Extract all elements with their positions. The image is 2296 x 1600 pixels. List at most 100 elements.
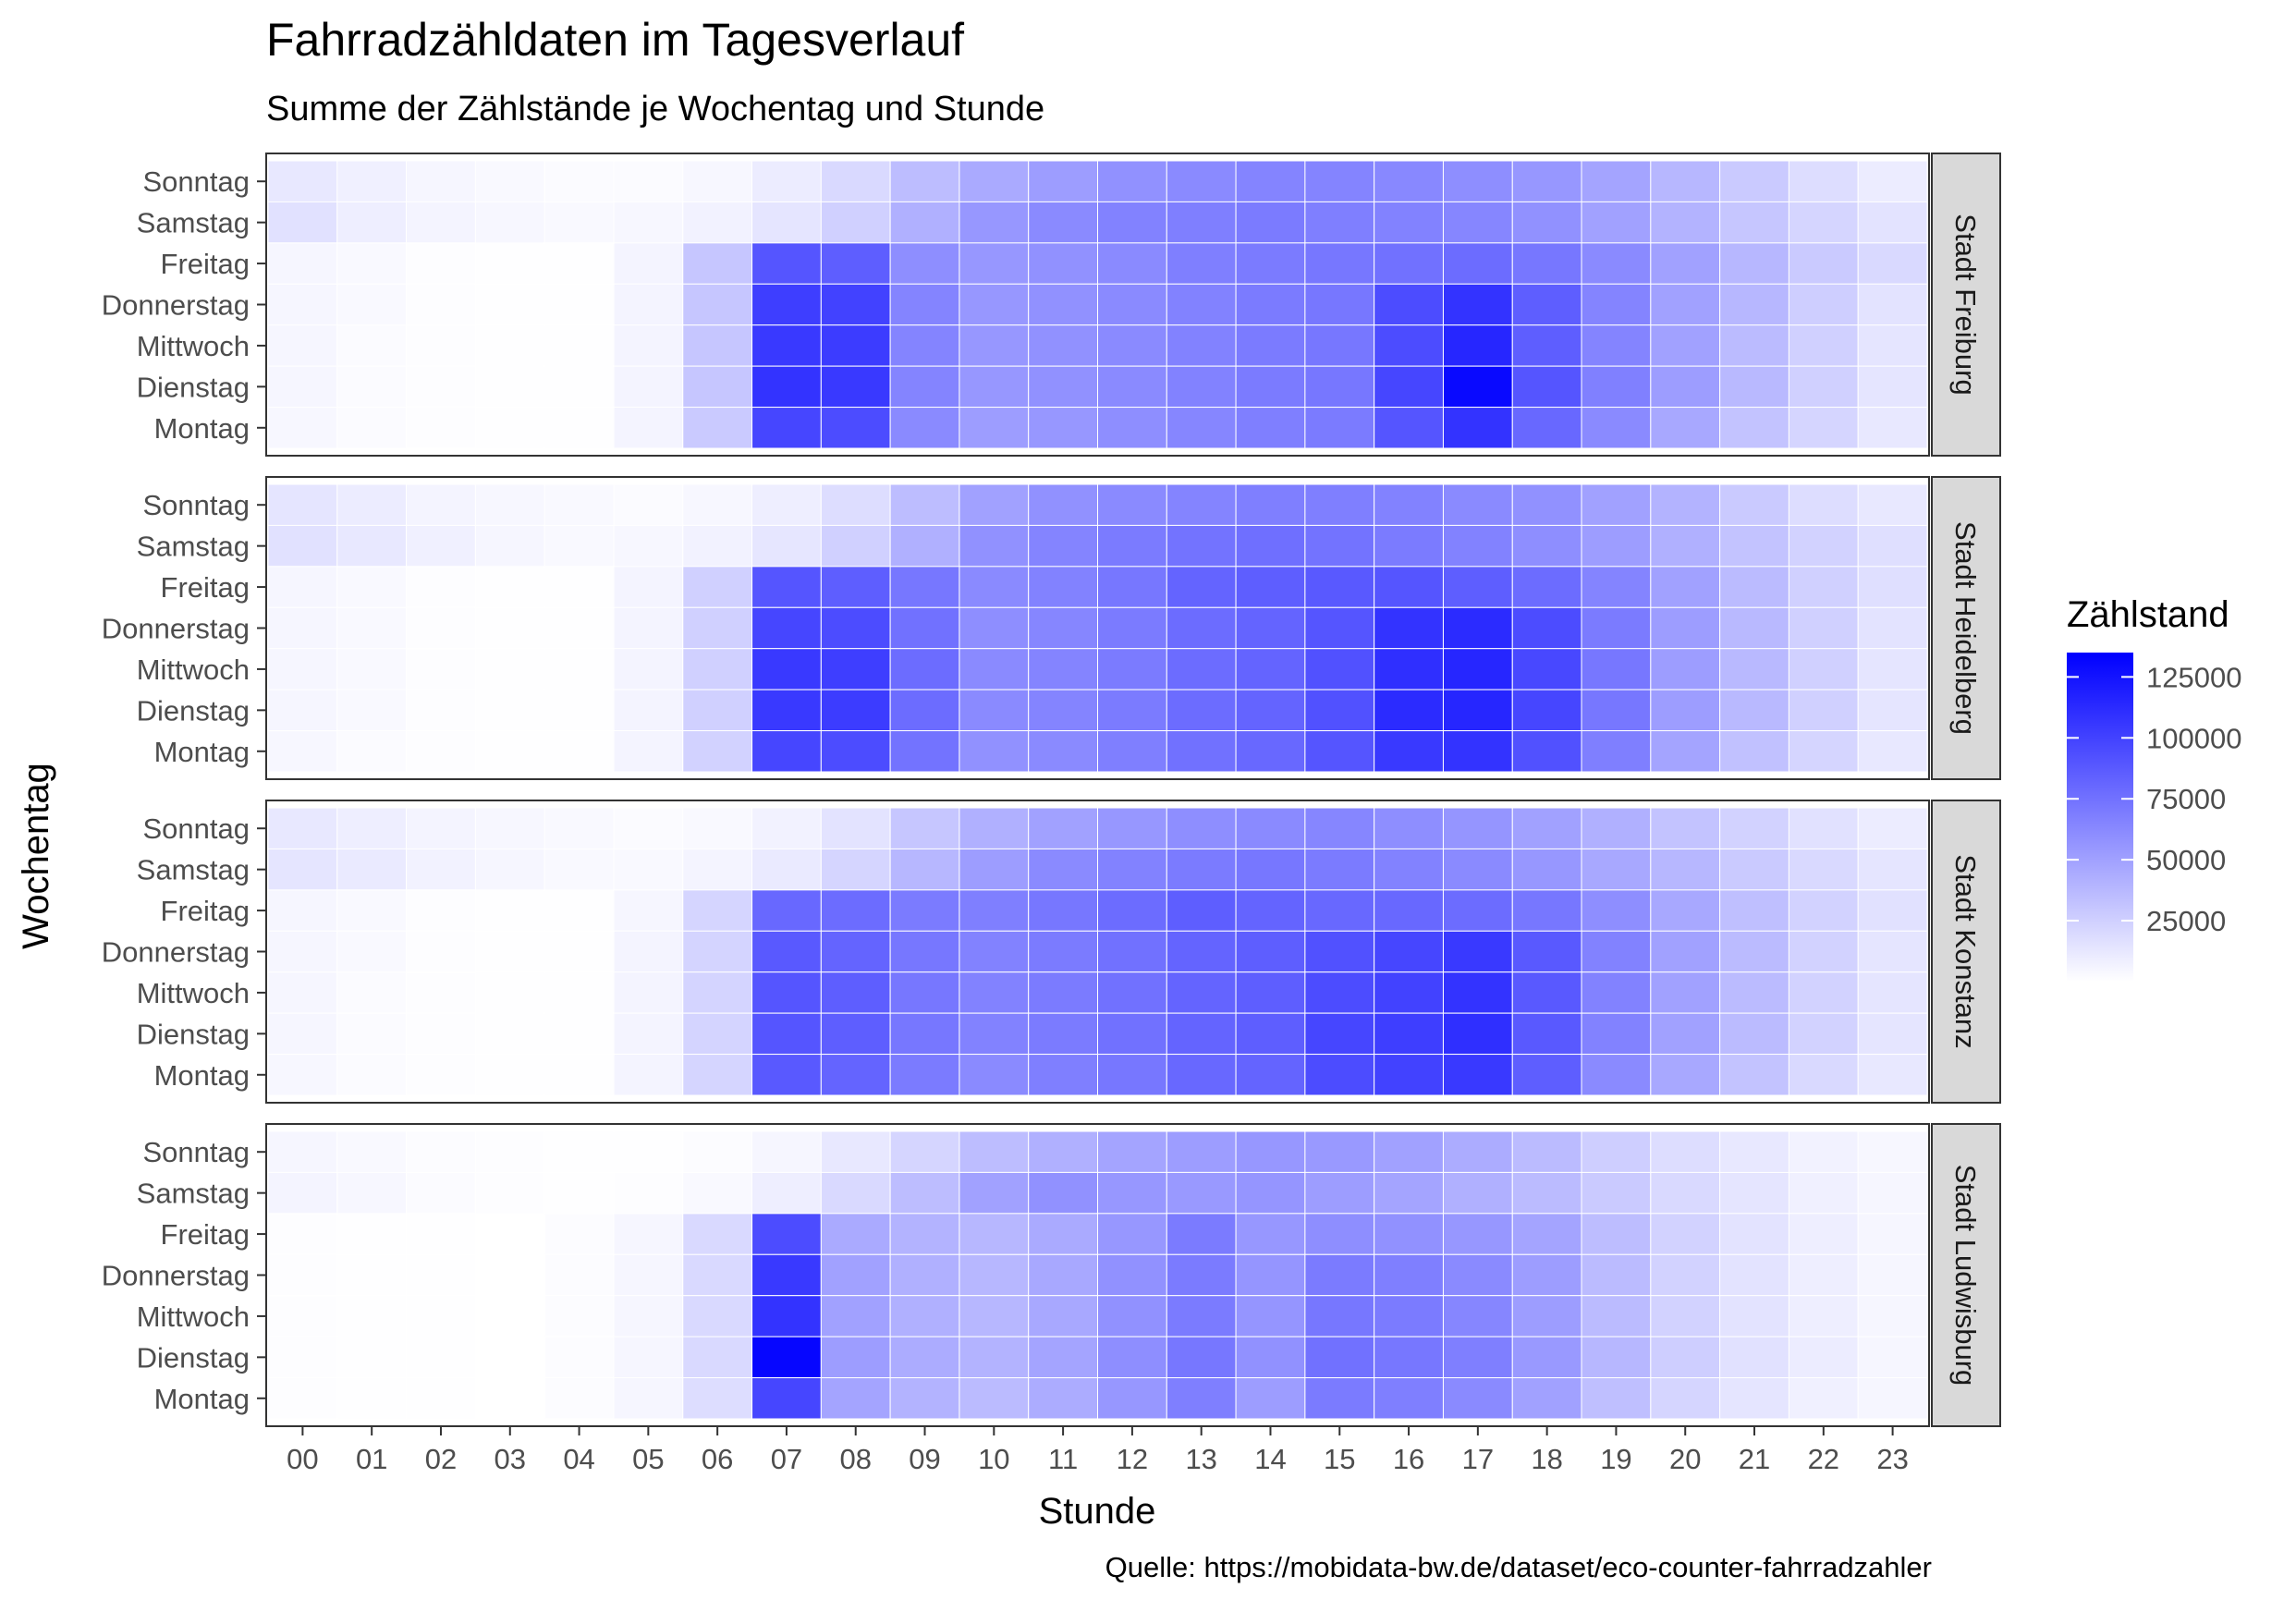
heatmap-cell [543,1171,615,1215]
heatmap-cell [751,1377,822,1420]
heatmap-cell [1166,201,1237,244]
heatmap-cell [959,324,1030,367]
heatmap-cell [1788,1012,1859,1056]
heatmap-cell [1788,930,1859,973]
heatmap-cell [1719,1171,1789,1215]
heatmap-cell [959,930,1030,973]
heatmap-cell [1650,201,1721,244]
y-tick-label: Donnerstag [102,1260,250,1292]
heatmap-cell [1719,1130,1789,1173]
heatmap-cell [1788,201,1859,244]
heatmap-cell [959,566,1030,608]
heatmap-cell [1857,930,1928,973]
heatmap-cell [1304,1213,1375,1255]
heatmap-cell [959,1377,1030,1420]
heatmap-cell [1857,807,1928,849]
heatmap-cell [959,1130,1030,1173]
heatmap-cell [1788,689,1859,732]
heatmap-cell [820,1295,891,1337]
heatmap-cell [1028,648,1098,690]
heatmap-cell [1166,324,1237,367]
heatmap-cell [889,283,960,326]
heatmap-cell [1374,483,1444,526]
heatmap-cell [1166,1253,1237,1297]
y-axis-title: Wochentag [16,763,56,949]
heatmap-cell [1028,1213,1098,1255]
heatmap-cell [406,283,476,326]
heatmap-cell [1581,1253,1652,1297]
x-tick-label: 18 [1531,1443,1562,1475]
heatmap-cell [613,648,684,690]
heatmap-cell [1719,807,1789,849]
heatmap-cell [543,1377,615,1420]
heatmap-cell [1442,1336,1513,1379]
heatmap-cell [820,365,891,409]
x-tick-label: 22 [1808,1443,1839,1475]
y-tick-label: Freitag [161,571,250,604]
heatmap-cell [543,160,615,202]
heatmap-cell [1166,971,1237,1014]
heatmap-cell [1304,365,1375,409]
heatmap-cell [267,1336,338,1379]
heatmap-cell [1097,201,1167,244]
heatmap-cell [336,848,408,891]
heatmap-cell [820,566,891,608]
heatmap-cell [1511,324,1582,367]
heatmap-cell [1788,1336,1859,1379]
heatmap-cell [682,483,753,526]
heatmap-cell [1166,1295,1237,1337]
heatmap-cell [1788,566,1859,608]
heatmap-cell [1028,606,1098,650]
heatmap-cell [474,242,545,285]
heatmap-cell [336,483,408,526]
heatmap-cell [1235,283,1306,326]
heatmap-cell [959,848,1030,891]
heatmap-cell [474,1012,545,1056]
heatmap-cell [889,1054,960,1096]
heatmap-cell [820,1377,891,1420]
heatmap-cell [1788,524,1859,568]
heatmap-cell [267,848,338,891]
heatmap-cell [959,730,1030,773]
heatmap-cell [474,524,545,568]
heatmap-cell [1304,1253,1375,1297]
heatmap-cell [1166,1054,1237,1096]
heatmap-cell [1581,524,1652,568]
heatmap-cell [613,1377,684,1420]
heatmap-cell [959,971,1030,1014]
y-tick-label: Montag [154,1059,250,1092]
heatmap-cell [1166,1213,1237,1255]
heatmap-cell [889,930,960,973]
heatmap-cell [406,524,476,568]
heatmap-cell [406,930,476,973]
heatmap-cell [820,242,891,285]
heatmap-cell [1511,648,1582,690]
heatmap-cell [1650,283,1721,326]
heatmap-cell [474,407,545,449]
heatmap-cell [543,689,615,732]
heatmap-cell [543,566,615,608]
heatmap-cell [1788,1295,1859,1337]
heatmap-cell [1511,889,1582,932]
heatmap-cell [751,971,822,1014]
heatmap-cell [1028,201,1098,244]
heatmap-cell [1581,971,1652,1014]
heatmap-cell [1028,807,1098,849]
heatmap-cell [1719,566,1789,608]
heatmap-cell [1719,1054,1789,1096]
heatmap-cell [820,483,891,526]
heatmap-cell [1857,848,1928,891]
heatmap-cell [1374,606,1444,650]
heatmap-cell [682,524,753,568]
y-tick-label: Sonntag [143,812,250,845]
heatmap-cell [682,889,753,932]
heatmap-cell [613,407,684,449]
heatmap-cell [889,1130,960,1173]
legend-label: 125000 [2146,661,2241,693]
heatmap-cell [1511,606,1582,650]
heatmap-cell [406,483,476,526]
heatmap-cell [1235,889,1306,932]
heatmap-cell [1581,1130,1652,1173]
heatmap-cell [1442,283,1513,326]
